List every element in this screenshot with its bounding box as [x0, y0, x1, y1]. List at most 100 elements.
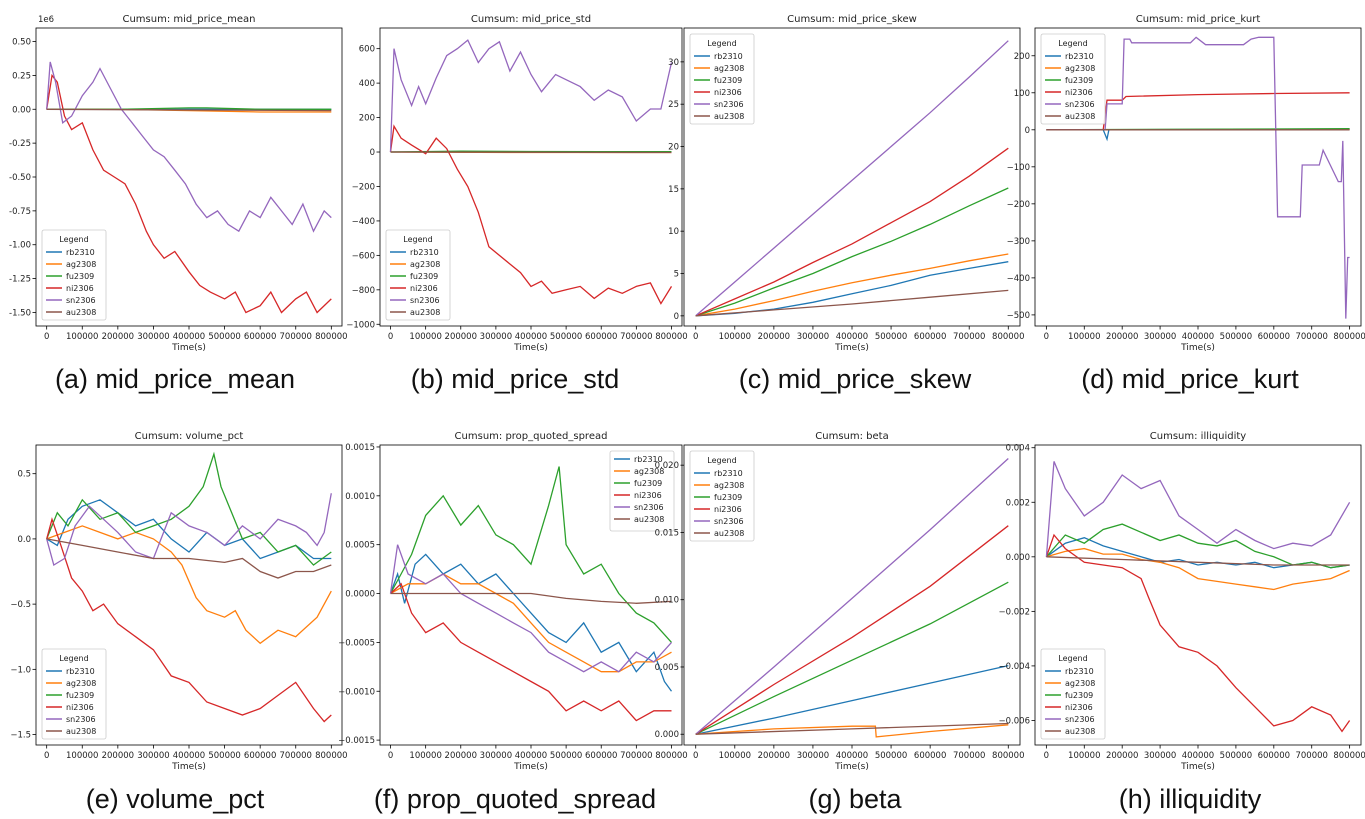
panel-caption: (f) prop_quoted_spread	[373, 784, 657, 814]
legend-entry: au2308	[1065, 112, 1095, 121]
legend-entry: rb2310	[714, 469, 743, 478]
x-tick-label: 100000	[719, 332, 751, 342]
x-tick-label: 0	[693, 332, 698, 342]
legend-entry: au2308	[714, 112, 744, 121]
y-tick-label: −1.0	[10, 665, 31, 675]
y-tick-label: -1.00	[9, 241, 31, 251]
series-line-au2308	[46, 538, 332, 579]
series-line-rb2310	[695, 664, 1009, 735]
x-axis-label: Time(s)	[513, 343, 548, 353]
series-line-au2308	[695, 289, 1009, 317]
y-tick-label: −600	[352, 251, 375, 261]
x-tick-label: 200000	[102, 751, 134, 761]
x-tick-label: 300000	[797, 332, 829, 342]
legend-entry: ag2308	[66, 260, 96, 269]
y-tick-label: −1.5	[10, 731, 31, 741]
series-line-ag2308	[46, 525, 332, 645]
y-tick-label: 200	[1014, 52, 1030, 62]
y-tick-label: 0.010	[655, 596, 679, 606]
series-line-au2308	[1046, 556, 1350, 566]
legend-entry: rb2310	[1065, 52, 1094, 61]
legend-entry: au2308	[66, 308, 96, 317]
x-tick-label: 200000	[1106, 332, 1138, 342]
x-tick-label: 500000	[550, 332, 582, 342]
y-tick-label: 400	[359, 79, 375, 89]
series-line-au2308	[695, 722, 1009, 735]
legend-entry: ag2308	[714, 481, 744, 490]
series-line-rb2310	[695, 261, 1009, 317]
series-line-rb2310	[1046, 128, 1350, 142]
x-tick-label: 400000	[1182, 332, 1214, 342]
x-tick-label: 600000	[244, 332, 276, 342]
series-line-ni2306	[46, 73, 332, 314]
x-tick-label: 600000	[244, 751, 276, 761]
legend-entry: fu2309	[1065, 691, 1093, 700]
series-line-au2308	[46, 108, 332, 112]
x-tick-label: 400000	[173, 751, 205, 761]
y-tick-label: −0.006	[999, 716, 1030, 726]
y-tick-label: 10	[668, 227, 679, 237]
series-line-sn2306	[389, 544, 672, 673]
plot-frame	[379, 27, 683, 327]
x-tick-label: 500000	[1220, 332, 1252, 342]
panel-caption: (a) mid_price_mean	[54, 364, 296, 394]
y-tick-label: 0.015	[655, 528, 679, 538]
panel-caption: (d) mid_price_kurt	[1081, 364, 1299, 394]
x-tick-label: 100000	[66, 332, 98, 342]
series-line-ni2306	[1045, 533, 1351, 733]
series-line-fu2309	[46, 107, 332, 110]
y-tick-label: 0.5	[17, 470, 31, 480]
y-tick-label: 0.000	[1006, 553, 1030, 563]
y-tick-label: −0.004	[999, 662, 1030, 672]
y-tick-label: −0.0010	[338, 687, 375, 697]
series-line-sn2306	[1046, 36, 1350, 319]
x-tick-label: 400000	[515, 332, 547, 342]
x-tick-label: 0	[44, 332, 49, 342]
series-line-ag2308	[390, 151, 672, 154]
series-line-ni2306	[695, 525, 1009, 735]
plot-frame	[35, 444, 343, 746]
x-axis-label: Time(s)	[171, 762, 206, 772]
series-line-ag2308	[390, 573, 672, 673]
y-tick-label: 0.004	[1006, 444, 1030, 454]
x-tick-label: 300000	[137, 751, 169, 761]
legend-entry: fu2309	[66, 691, 94, 700]
legend-entry: ni2306	[410, 284, 438, 293]
y-tick-label: −1000	[346, 320, 375, 330]
legend: Legend rb2310 ag2308 fu2309 ni2306 sn2306 au23…	[385, 229, 451, 321]
y-tick-label: −100	[1007, 163, 1030, 173]
x-tick-label: 100000	[66, 751, 98, 761]
y-tick-label: -1.25	[9, 275, 31, 285]
y-tick-label: 0.0015	[345, 443, 375, 453]
x-tick-label: 800000	[992, 751, 1024, 761]
y-tick-label: 15	[668, 185, 679, 195]
series-line-sn2306	[695, 458, 1009, 735]
legend-entry: ni2306	[714, 505, 742, 514]
x-tick-label: 0	[693, 751, 698, 761]
series-line-fu2309	[695, 187, 1009, 317]
series-line-sn2306	[1045, 461, 1351, 557]
legend-entry: rb2310	[1065, 667, 1094, 676]
x-tick-label: 100000	[409, 332, 441, 342]
panel-caption: (h) illiquidity	[1118, 784, 1262, 814]
x-tick-label: 200000	[758, 751, 790, 761]
series-line-ni2306	[389, 124, 673, 305]
plot-frame	[1034, 27, 1362, 327]
series-line-ni2306	[46, 517, 332, 723]
series-line-fu2309	[1046, 128, 1350, 131]
legend-entry: au2308	[410, 308, 440, 317]
y-tick-label: 0	[370, 148, 375, 158]
x-tick-label: 0	[1044, 332, 1049, 342]
legend-entry: ni2306	[66, 284, 94, 293]
legend-entry: sn2306	[634, 503, 664, 512]
legend-entry: fu2309	[66, 272, 94, 281]
y-tick-label: 0.0	[17, 535, 31, 545]
plot-frame	[683, 444, 1021, 746]
x-tick-label: 200000	[102, 332, 134, 342]
y-tick-label: −400	[1007, 274, 1030, 284]
legend-title: Legend	[707, 39, 736, 48]
x-tick-label: 600000	[914, 332, 946, 342]
y-tick-label: −200	[1007, 200, 1030, 210]
